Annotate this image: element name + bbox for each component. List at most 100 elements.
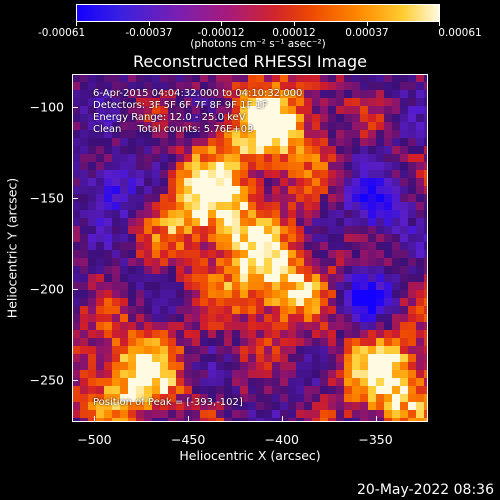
heatmap-cell [88,138,97,147]
heatmap-cell [192,378,201,387]
heatmap-cell [224,266,233,275]
heatmap-cell [216,242,225,251]
heatmap-cell [112,98,121,107]
heatmap-cell [256,98,265,107]
heatmap-cell [184,194,193,203]
heatmap-cell [144,186,153,195]
heatmap-cell [184,298,193,307]
heatmap-cell [88,274,97,283]
heatmap-cell [304,306,313,315]
heatmap-cell [192,250,201,259]
heatmap-cell [184,242,193,251]
heatmap-cell [424,418,428,422]
heatmap-cell [120,98,129,107]
heatmap-cell [336,146,345,155]
heatmap-cell [320,362,329,371]
heatmap-cell [376,178,385,187]
heatmap-cell [360,234,369,243]
heatmap-cell [368,322,377,331]
heatmap-cell [160,410,169,419]
heatmap-cell [416,346,425,355]
heatmap-cell [264,378,273,387]
heatmap-cell [208,130,217,139]
heatmap-cell [264,226,273,235]
heatmap-cell [352,98,361,107]
heatmap-cell [408,370,417,379]
heatmap-cell [136,386,145,395]
heatmap-cell [112,282,121,291]
heatmap-cell [208,266,217,275]
heatmap-cell [256,154,265,163]
heatmap-cell [304,378,313,387]
heatmap-cell [168,202,177,211]
heatmap-cell [288,370,297,379]
heatmap-cell [168,162,177,171]
heatmap-cell [368,154,377,163]
heatmap-cell [232,378,241,387]
x-tick-label: −400 [264,432,300,447]
heatmap-cell [96,354,105,363]
y-tick [72,197,78,199]
heatmap-cell [160,322,169,331]
heatmap-cell [360,202,369,211]
heatmap-cell [216,186,225,195]
heatmap-cell [352,122,361,131]
heatmap-cell [168,346,177,355]
heatmap-cell [392,282,401,291]
heatmap-cell [328,274,337,283]
heatmap-cell [208,194,217,203]
heatmap-cell [376,298,385,307]
heatmap-cell [200,338,209,347]
heatmap-cell [200,322,209,331]
heatmap-cell [408,138,417,147]
heatmap-cell [376,226,385,235]
heatmap-cell [272,194,281,203]
heatmap-cell [104,378,113,387]
heatmap-cell [216,226,225,235]
heatmap-cell [136,258,145,267]
heatmap-cell [96,234,105,243]
heatmap-cell [280,354,289,363]
heatmap-cell [144,418,153,422]
heatmap-cell [376,258,385,267]
heatmap-cell [272,298,281,307]
heatmap-cell [280,74,289,83]
heatmap-cell [320,186,329,195]
heatmap-cell [312,146,321,155]
heatmap-cell [304,122,313,131]
heatmap-cell [256,162,265,171]
heatmap-cell [96,202,105,211]
heatmap-cell [392,98,401,107]
heatmap-cell [384,130,393,139]
heatmap-cell [136,338,145,347]
heatmap-cell [176,130,185,139]
heatmap-cell [304,234,313,243]
heatmap-cell [272,290,281,299]
heatmap-cell [160,90,169,99]
heatmap-cell [200,178,209,187]
heatmap-cell [408,418,417,422]
heatmap-cell [296,314,305,323]
heatmap-cell [136,194,145,203]
heatmap-cell [368,330,377,339]
heatmap-cell [288,330,297,339]
colorbar-tick [294,22,295,26]
heatmap-cell [96,314,105,323]
colorbar-label: -0.00061 [38,27,86,39]
heatmap-cell [376,402,385,411]
heatmap-cell [240,218,249,227]
heatmap-cell [104,114,113,123]
heatmap-cell [272,98,281,107]
heatmap-cell [152,266,161,275]
heatmap-cell [352,354,361,363]
heatmap-cell [152,370,161,379]
heatmap-cell [192,322,201,331]
heatmap-cell [104,402,113,411]
heatmap-cell [416,106,425,115]
heatmap-cell [208,330,217,339]
heatmap-cell [232,130,241,139]
heatmap-cell [224,410,233,419]
heatmap-cell [232,298,241,307]
heatmap-cell [72,226,81,235]
heatmap-cell [256,258,265,267]
